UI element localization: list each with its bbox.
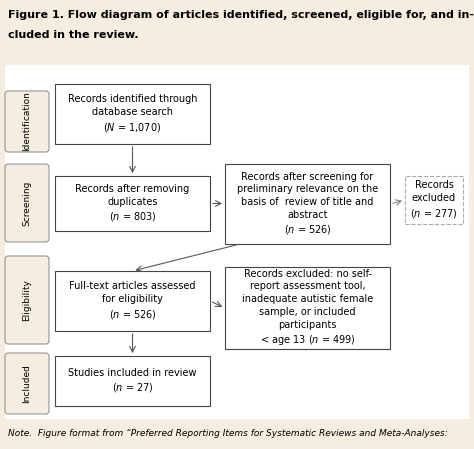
Text: Records identified through
database search
($N$ = 1,070): Records identified through database sear… [68,94,197,133]
Text: Included: Included [22,364,31,403]
Bar [55,84,210,144]
Bar [55,271,210,331]
Bar [55,176,210,231]
Bar [0,419,474,449]
Text: Identification: Identification [22,92,31,151]
Text: Screening: Screening [22,180,31,226]
Text: cluded in the review.: cluded in the review. [8,30,138,40]
Text: Records excluded: no self-
report assessment tool,
inadequate autistic female
sa: Records excluded: no self- report assess… [242,269,373,348]
FancyBboxPatch shape [5,164,49,242]
Text: Eligibility: Eligibility [22,279,31,321]
Bar [405,176,463,224]
Text: Records
excluded
($n$ = 277): Records excluded ($n$ = 277) [410,180,458,220]
Text: Figure 1. Flow diagram of articles identified, screened, eligible for, and in-: Figure 1. Flow diagram of articles ident… [8,10,474,20]
Bar [5,65,469,419]
Bar [225,267,390,349]
FancyBboxPatch shape [5,91,49,152]
Text: Records after screening for
preliminary relevance on the
basis of  review of tit: Records after screening for preliminary … [237,172,378,236]
Bar [0,0,474,62]
FancyBboxPatch shape [5,256,49,344]
Text: Note.  Figure format from “Preferred Reporting Items for Systematic Reviews and : Note. Figure format from “Preferred Repo… [8,430,448,439]
Text: Full-text articles assessed
for eligibility
($n$ = 526): Full-text articles assessed for eligibil… [69,282,196,321]
Text: Studies included in review
($n$ = 27): Studies included in review ($n$ = 27) [68,368,197,394]
Text: Records after removing
duplicates
($n$ = 803): Records after removing duplicates ($n$ =… [75,184,190,223]
FancyBboxPatch shape [5,353,49,414]
Bar [225,164,390,244]
Bar [55,356,210,406]
